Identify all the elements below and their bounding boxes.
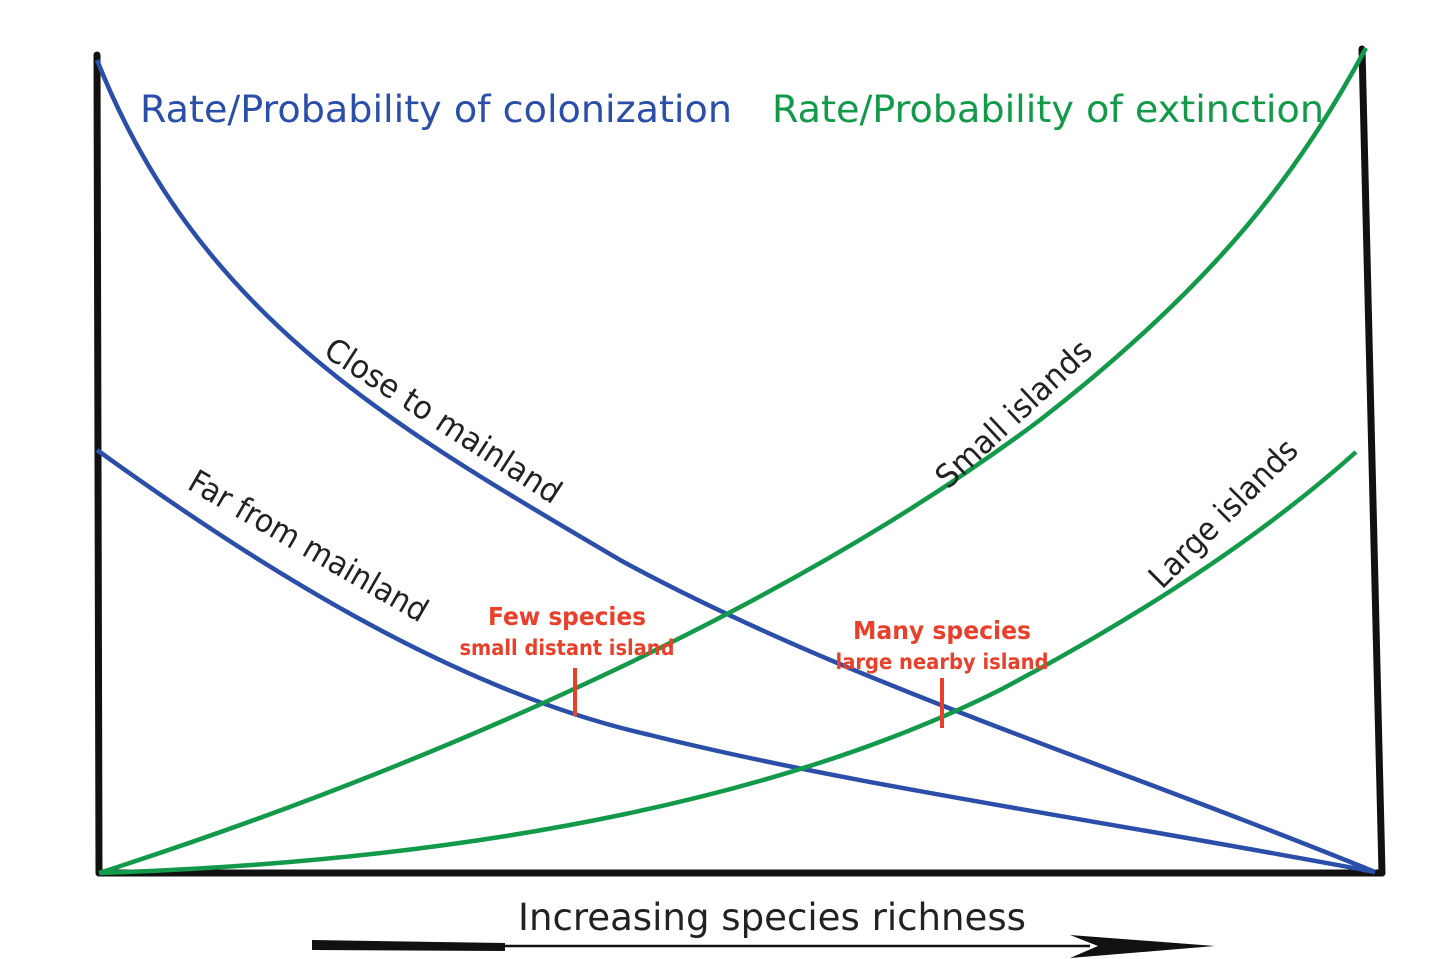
extinction-title: Rate/Probability of extinction [772,88,1324,131]
left-axis [93,51,103,877]
few-species-label: Few species [488,602,646,631]
frame [93,45,1386,877]
equilibrium-markers [573,668,944,728]
large-nearby-island-label: large nearby island [836,650,1049,674]
many-species-label: Many species [853,616,1031,645]
right-axis [1358,45,1386,877]
arrow-tail [312,940,505,951]
curve-close-to-mainland [94,59,1376,875]
colonization-curves [94,59,1376,875]
close-to-mainland-label: Close to mainland [318,330,569,512]
extinction-curves [98,46,1368,876]
curve-far-from-mainland [95,448,1376,875]
far-from-mainland-label: Far from mainland [182,462,435,630]
arrow-head-icon [1070,935,1215,958]
curve-large-islands [98,450,1358,876]
direction-arrow [312,935,1215,958]
small-islands-label: Small islands [928,332,1100,496]
small-distant-island-label: small distant island [460,636,675,660]
colonization-title: Rate/Probability of colonization [140,88,732,131]
x-axis-label: Increasing species richness [518,896,1026,939]
curve-small-islands [98,46,1368,876]
